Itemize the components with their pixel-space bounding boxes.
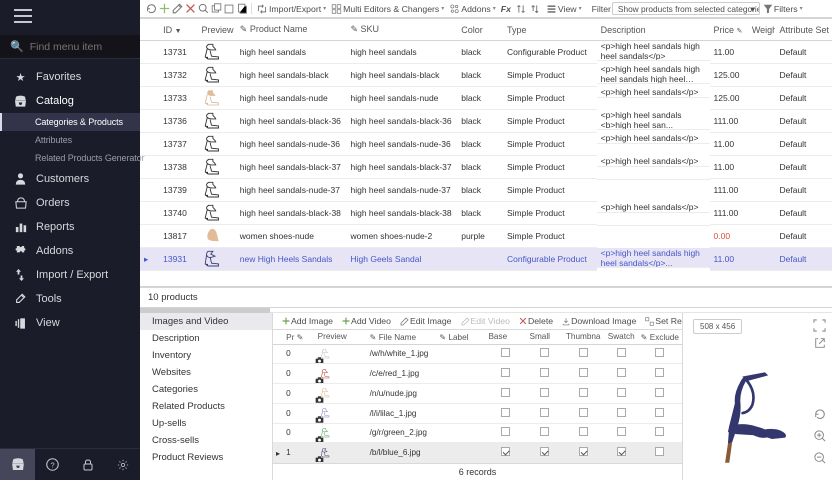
- svg-text:?: ?: [50, 460, 54, 469]
